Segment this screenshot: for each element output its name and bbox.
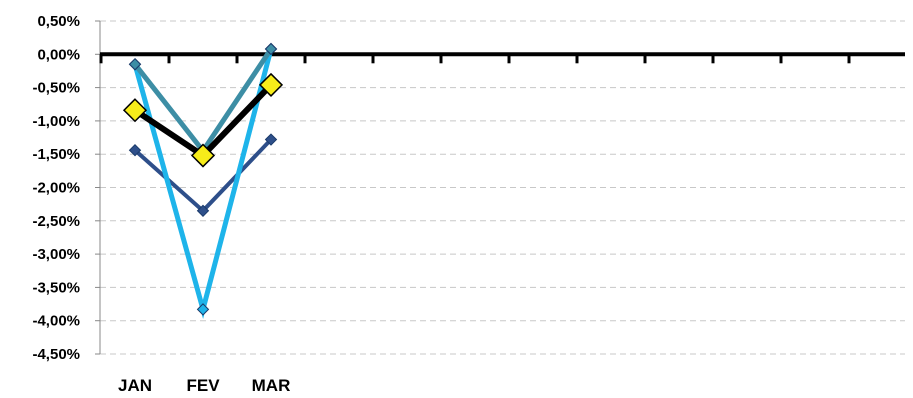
series-2-point — [196, 303, 210, 316]
y-tick-label: 0,00% — [37, 46, 80, 63]
y-tick-label: -0,50% — [32, 80, 80, 97]
y-tick-label: 0,50% — [37, 13, 80, 30]
x-tick-label: FEV — [186, 376, 220, 395]
y-tick-label: -4,00% — [32, 313, 80, 330]
y-tick-label: -2,50% — [32, 213, 80, 230]
y-tick-label: -3,50% — [32, 279, 80, 296]
x-tick-label: JAN — [118, 376, 152, 395]
y-tick-label: -1,00% — [32, 113, 80, 130]
x-tick-label: MAR — [252, 376, 291, 395]
series-4-point — [190, 143, 216, 168]
category-labels: JAN FEV MAR — [118, 376, 290, 395]
y-tick-label: -3,00% — [32, 246, 80, 263]
y-tick-label: -1,50% — [32, 146, 80, 163]
x-axis — [99, 52, 905, 64]
series-1-point — [128, 143, 142, 157]
series-4-point — [258, 72, 284, 97]
series-3-point — [128, 58, 142, 71]
gridlines — [100, 20, 905, 355]
series-1-point — [264, 133, 278, 146]
series-3-point — [264, 42, 278, 56]
y-tick-label: -2,00% — [32, 180, 80, 197]
series-1-point — [196, 204, 210, 218]
y-axis: 0,50% 0,00% -0,50% -1,00% -1,50% -2,00% -2,50%… — [32, 13, 101, 363]
series-markers — [122, 42, 284, 316]
y-tick-label: -4,50% — [32, 346, 80, 363]
series-4-point — [122, 98, 148, 123]
